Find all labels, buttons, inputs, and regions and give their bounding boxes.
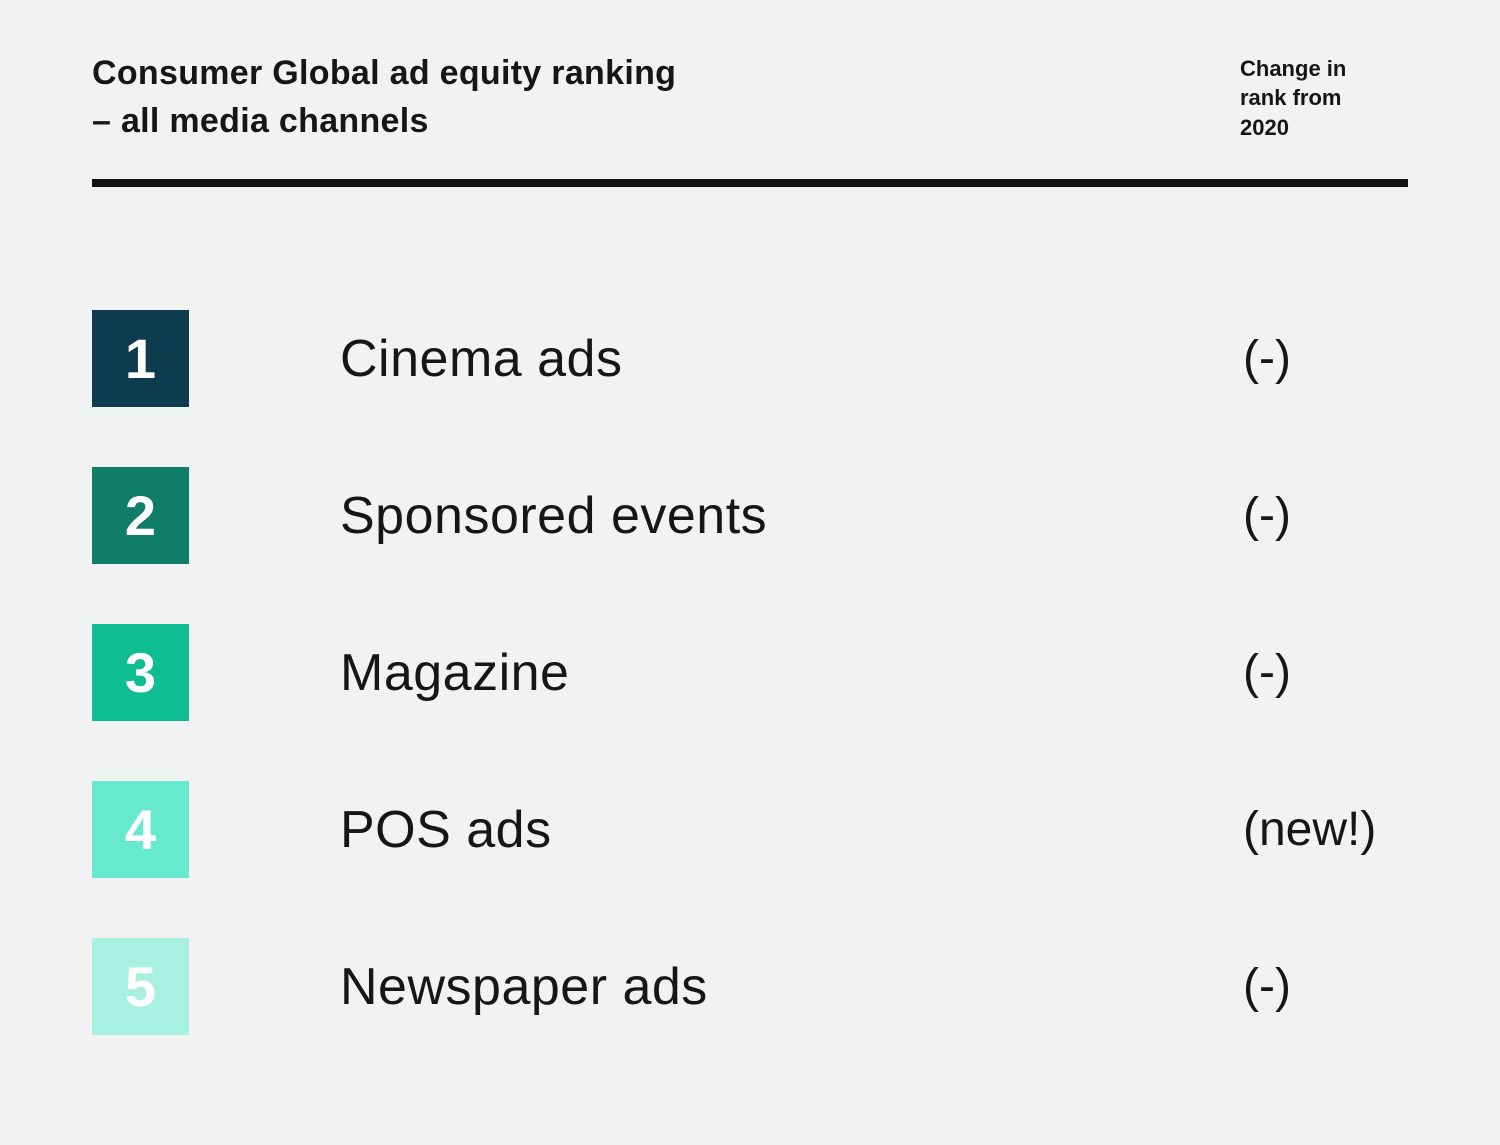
ranking-row-5: 5 Newspaper ads (-): [92, 938, 1422, 1035]
rank-change-value: (-): [1243, 960, 1291, 1013]
page-title-line1: Consumer Global ad equity ranking: [92, 54, 677, 92]
rank-change-value: (new!): [1243, 803, 1377, 856]
ranking-row-2: 2 Sponsored events (-): [92, 467, 1422, 564]
rank-badge: 2: [92, 467, 189, 564]
channel-label: Cinema ads: [340, 329, 623, 388]
channel-label: Newspaper ads: [340, 957, 708, 1016]
ranking-row-3: 3 Magazine (-): [92, 624, 1422, 721]
rank-change-value: (-): [1243, 489, 1291, 542]
channel-label: POS ads: [340, 800, 552, 859]
page-title-line2: – all media channels: [92, 101, 429, 140]
rank-change-value: (-): [1243, 646, 1291, 699]
rank-badge: 4: [92, 781, 189, 878]
rank-badge: 3: [92, 624, 189, 721]
rank-change-value: (-): [1243, 332, 1291, 385]
ranking-row-4: 4 POS ads (new!): [92, 781, 1422, 878]
page-title: Consumer Global ad equity ranking – all m…: [92, 50, 676, 145]
channel-label: Magazine: [340, 643, 570, 702]
ranking-row-1: 1 Cinema ads (-): [92, 310, 1422, 407]
rank-badge: 5: [92, 938, 189, 1035]
rank-badge: 1: [92, 310, 189, 407]
divider-rule: [92, 179, 1408, 187]
change-column-header: Change in rank from 2020: [1240, 56, 1347, 140]
ranking-list: 1 Cinema ads (-) 2 Sponsored events (-) …: [92, 310, 1422, 1095]
channel-label: Sponsored events: [340, 486, 768, 545]
